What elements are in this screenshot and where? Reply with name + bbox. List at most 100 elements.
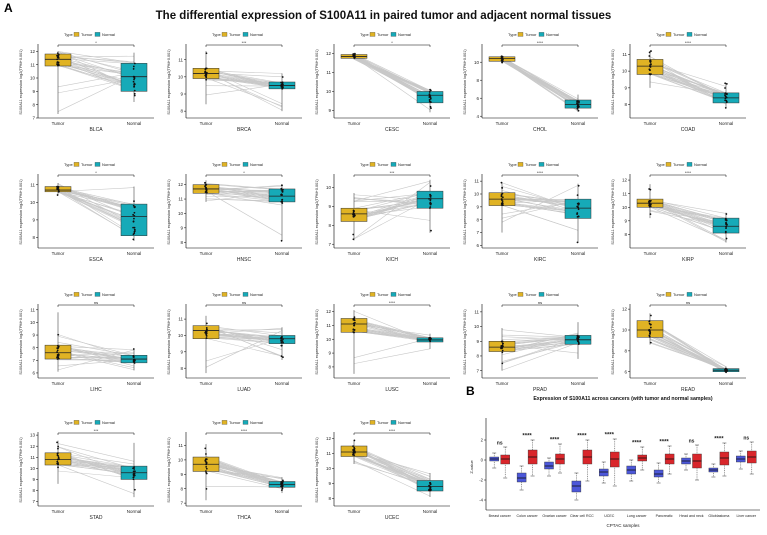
y-tick-label: 11 — [178, 443, 183, 448]
normal-box-point — [428, 96, 431, 98]
cptac-boxplot: Expression of S100A11 across cancers (wi… — [469, 396, 760, 528]
panel-a-label: A — [4, 1, 13, 15]
normal-box-point — [428, 197, 430, 200]
y-tick-label: 8 — [32, 235, 35, 240]
tumor-box-point — [353, 329, 356, 331]
cptac-box-normal — [736, 450, 746, 470]
paired-boxplot-esca: Type Tumor Normal 8 9 10 11 S100A11 expression … — [19, 162, 154, 263]
tumor-box-point — [205, 453, 207, 455]
legend-swatch-tumor — [665, 32, 672, 37]
tumor-box-point — [56, 454, 59, 456]
tumor-box-point — [649, 199, 652, 202]
x-tick-label-tumor: Tumor — [200, 251, 213, 256]
significance-label: * — [95, 40, 97, 45]
paired-samples — [501, 56, 579, 112]
significance-label: **** — [685, 170, 692, 175]
pair-line — [57, 464, 135, 494]
pair-line — [57, 51, 135, 64]
significance-label: ns — [686, 300, 690, 305]
legend-swatch-normal — [242, 162, 249, 167]
tumor-box — [44, 440, 72, 484]
pair-line — [57, 443, 135, 462]
tumor-box-point — [501, 340, 504, 343]
tumor-box-point — [501, 351, 504, 354]
y-tick-label: 11 — [178, 317, 183, 322]
normal-box-point — [724, 97, 727, 100]
tumor-box-point — [501, 196, 504, 199]
tumor-box — [340, 310, 368, 374]
legend-label-normal: Normal — [250, 162, 263, 167]
cancer-type-label: LUAD — [237, 387, 251, 393]
normal-box-point — [725, 96, 728, 99]
y-tick-label: 12 — [326, 309, 332, 314]
normal-box-point — [429, 97, 432, 100]
normal-box-point — [280, 489, 283, 492]
tumor-box-point — [57, 354, 59, 357]
normal-box — [120, 442, 148, 498]
significance-label: * — [243, 170, 245, 175]
normal-box-point — [281, 487, 284, 490]
panel-b-label: B — [466, 384, 475, 398]
legend-title: Type — [656, 32, 665, 37]
x-tick-label-tumor: Tumor — [348, 381, 361, 386]
significance-label: **** — [389, 300, 396, 305]
normal-box-point — [282, 341, 284, 344]
normal-box-point — [429, 105, 432, 108]
tumor-box-point — [57, 466, 59, 469]
cptac-box-tumor — [500, 446, 510, 479]
significance-label: ns — [94, 300, 98, 305]
normal-box-point — [281, 202, 284, 205]
normal-box-point — [133, 62, 136, 65]
tumor-box-point — [56, 52, 59, 55]
legend-swatch-tumor — [73, 32, 80, 37]
tumor-box-point — [57, 185, 60, 188]
x-tick-label-normal: Normal — [719, 381, 734, 386]
x-tick-label-tumor: Tumor — [52, 381, 65, 386]
legend: Type Tumor Normal — [656, 32, 707, 37]
tumor-box-point — [353, 451, 356, 454]
pair-line — [205, 190, 283, 236]
legend-swatch-normal — [538, 162, 545, 167]
normal-box-point — [725, 221, 727, 224]
y-tick-label: 7 — [328, 242, 331, 247]
cptac-x-tick-label: Colon cancer — [517, 514, 539, 518]
normal-box-point — [429, 482, 432, 485]
normal-box-point — [724, 99, 727, 102]
normal-box-point — [724, 94, 726, 97]
pair-line — [353, 54, 431, 94]
cptac-x-tick-label: Pancreatic — [656, 514, 673, 518]
tumor-box-point — [56, 63, 58, 65]
legend-swatch-tumor — [221, 162, 228, 167]
tumor-box-point — [205, 335, 208, 337]
y-tick-label: 12 — [326, 51, 332, 56]
normal-box-point — [578, 105, 580, 108]
normal-box-point — [428, 93, 431, 96]
y-tick-label: 8 — [328, 365, 331, 370]
tumor-box — [44, 312, 72, 372]
paired-samples — [649, 56, 727, 105]
tumor-box-point — [205, 322, 208, 325]
tumor-box — [192, 51, 220, 105]
legend-label-normal: Normal — [398, 420, 411, 425]
cancer-type-label: ESCA — [89, 257, 103, 263]
tumor-box-point — [502, 342, 504, 345]
tumor-box — [636, 313, 664, 345]
tumor-box-point — [205, 337, 208, 339]
cptac-box-normal — [708, 463, 719, 478]
y-tick-label: 11 — [30, 455, 35, 460]
significance-label: **** — [389, 428, 396, 433]
y-tick-label: 9 — [328, 108, 331, 113]
tumor-box — [340, 439, 368, 464]
normal-box-point — [281, 188, 284, 191]
cptac-box-tumor — [610, 438, 620, 487]
normal-box-point — [280, 483, 283, 486]
legend-label-tumor: Tumor — [229, 292, 241, 297]
tumor-box-point — [648, 73, 651, 75]
legend-swatch-normal — [94, 162, 101, 167]
normal-box — [120, 348, 148, 371]
tumor-box-point — [648, 51, 651, 54]
paired-boxplot-stad: Type Tumor Normal 7 8 9 10 11 12 13 S100A11 expres… — [19, 420, 154, 521]
normal-box-point — [429, 89, 432, 92]
tumor-box-point — [649, 331, 652, 334]
tumor-box-point — [205, 183, 208, 186]
